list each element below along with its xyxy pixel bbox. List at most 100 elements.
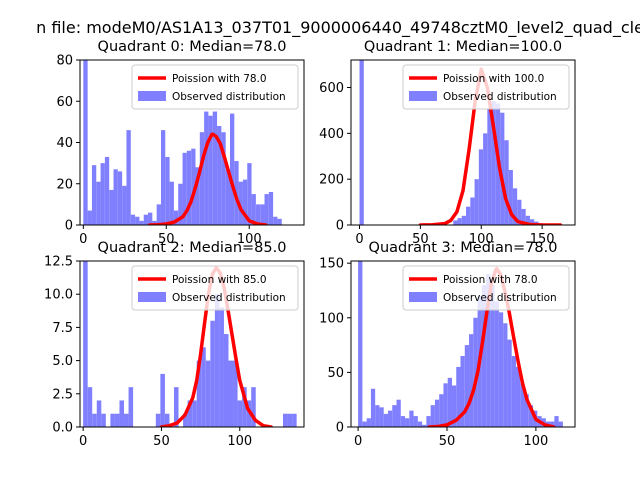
histogram-bar	[109, 189, 114, 225]
legend-box	[402, 64, 570, 110]
x-tick-label: 0	[355, 232, 363, 247]
histogram-bar	[422, 424, 427, 427]
histogram-bar	[130, 214, 136, 225]
histogram-bar	[260, 204, 265, 225]
histogram-bar	[205, 360, 211, 427]
y-tick-label: 50	[327, 366, 344, 381]
histogram-bar	[481, 285, 487, 427]
histogram-bar	[152, 220, 157, 225]
histogram-bar	[554, 416, 559, 427]
histogram-bar	[358, 261, 363, 427]
histogram-bar	[221, 132, 226, 225]
x-tick-label: 50	[412, 232, 429, 247]
histogram-bar	[178, 183, 183, 225]
histogram-bar	[191, 148, 196, 225]
histogram-bar	[515, 366, 521, 427]
histogram-bar	[160, 130, 166, 225]
histogram-bar	[456, 366, 461, 427]
histogram-bar	[379, 407, 384, 427]
legend: Poission with 78.0 Observed distribution	[131, 64, 299, 110]
legend: Poission with 78.0 Observed distribution	[402, 265, 570, 311]
histogram-bar	[225, 169, 230, 225]
histogram-bar	[443, 383, 448, 427]
histogram-bar	[196, 360, 202, 427]
histogram-bar	[405, 418, 410, 427]
y-tick-label: 0	[336, 421, 344, 436]
histogram-bar	[529, 219, 535, 225]
subplot-quadrant-0: 0 50 100 0 20 40 60 80 Quadrant 0: Median=78.0 Po…	[56, 39, 305, 247]
subplot-title: Quadrant 1: Median=100.0	[364, 39, 562, 55]
histogram-bar	[396, 399, 401, 427]
histogram-bar	[117, 171, 123, 225]
histogram-bar	[135, 216, 140, 225]
histogram-bar	[214, 294, 220, 427]
histogram-bar	[550, 421, 555, 427]
subplot-grid: 0 50 100 0 20 40 60 80 Quadrant 0: Median=78.0 Po…	[44, 39, 576, 449]
plot-area	[358, 261, 563, 427]
y-tick-label: 20	[56, 177, 73, 192]
legend: Poission with 85.0 Observed distribution	[131, 265, 299, 311]
histogram-bar	[503, 323, 508, 427]
histogram-bar	[392, 405, 397, 427]
histogram-bar	[525, 215, 530, 225]
x-tick-label: 100	[469, 232, 494, 247]
histogram-bar	[487, 108, 492, 225]
x-tick-label: 100	[237, 232, 262, 247]
histogram-bar	[383, 413, 388, 427]
x-tick-label: 50	[153, 434, 170, 449]
histogram-bar	[558, 421, 563, 427]
histogram-bar	[104, 156, 110, 225]
histogram-bar	[199, 132, 205, 225]
histogram-bar	[143, 214, 149, 225]
histogram-bar	[100, 163, 105, 225]
histogram-bar	[230, 113, 235, 225]
histogram-bar	[101, 413, 106, 427]
histogram-bar	[96, 181, 101, 225]
histogram-bar	[237, 400, 243, 427]
legend: Poission with 100.0 Observed distribution	[402, 64, 570, 110]
legend-label-observed: Observed distribution	[443, 292, 557, 304]
histogram-bar	[204, 111, 209, 225]
histogram-bar	[474, 179, 479, 225]
histogram-bar	[173, 387, 179, 427]
histogram-bar	[273, 216, 278, 225]
histogram-bar	[466, 206, 471, 225]
y-tick-label: 600	[319, 81, 344, 96]
histogram-bar	[219, 307, 224, 427]
histogram-bar	[182, 152, 187, 225]
y-tick-label: 150	[319, 257, 344, 272]
histogram-bar	[165, 156, 170, 225]
histogram-bar	[461, 215, 467, 225]
histogram-bar	[413, 416, 418, 427]
histogram-bar	[217, 126, 222, 225]
y-tick-label: 100	[319, 311, 344, 326]
histogram-bar	[511, 356, 516, 427]
histogram-bar	[494, 301, 499, 427]
histogram-bar	[283, 413, 288, 427]
y-tick-label: 10.0	[44, 288, 73, 303]
plot-area	[359, 60, 563, 225]
histogram-bar	[156, 204, 161, 225]
histogram-bar	[439, 394, 444, 427]
y-tick-label: 60	[56, 95, 73, 110]
histogram-bar	[292, 413, 297, 427]
histogram-bar	[228, 360, 234, 427]
histogram-bar	[434, 399, 440, 427]
axes-frame	[350, 260, 576, 428]
legend-bar-swatch	[138, 292, 166, 302]
x-tick-label: 100	[227, 434, 252, 449]
y-tick-label: 2.5	[52, 387, 73, 402]
legend-bar-swatch	[138, 91, 166, 101]
histogram-bar	[208, 115, 213, 225]
legend-bar-swatch	[409, 292, 437, 302]
histogram-bar	[242, 179, 248, 225]
poisson-line	[147, 132, 268, 225]
y-tick-label: 5.0	[52, 354, 73, 369]
x-tick-label: 0	[79, 232, 87, 247]
histogram-bar	[400, 416, 406, 427]
histogram-bar	[491, 101, 496, 225]
histogram-bar	[264, 194, 269, 225]
histogram-bar	[192, 400, 197, 427]
histogram-bar	[524, 394, 529, 427]
